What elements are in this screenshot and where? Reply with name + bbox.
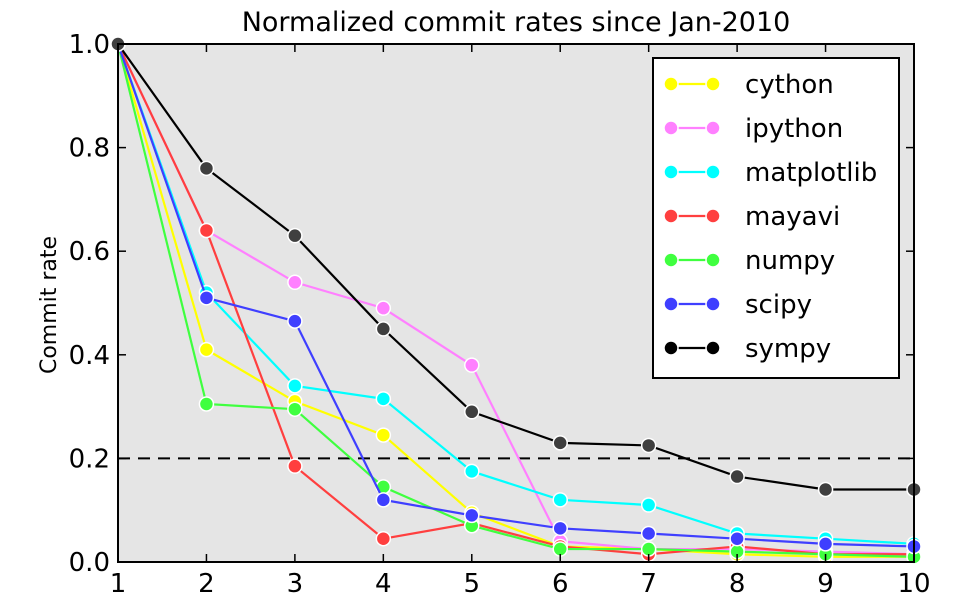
legend-label: cython [745, 70, 834, 100]
legend-label: sympy [745, 334, 831, 364]
legend-label: mayavi [745, 202, 840, 232]
legend-label: matplotlib [745, 158, 877, 188]
series-sympy [110, 36, 922, 498]
data-point-sympy-7 [640, 437, 657, 454]
series-line-scipy [116, 43, 915, 548]
data-point-mayavi-3 [287, 458, 303, 474]
legend-swatch-marker [705, 164, 721, 180]
data-point-numpy-6 [552, 541, 568, 557]
data-point-matplotlib-5 [464, 463, 480, 480]
data-point-numpy-3 [287, 401, 303, 417]
data-point-matplotlib-6 [552, 492, 568, 508]
y-tick-label: 0.6 [69, 237, 110, 267]
legend-swatch-marker [663, 208, 679, 224]
legend-label: numpy [745, 246, 835, 276]
legend-item-numpy: numpy [663, 246, 835, 276]
legend-item-scipy: scipy [663, 290, 812, 320]
y-tick-label: 0.8 [69, 134, 110, 164]
data-point-matplotlib-4 [375, 391, 392, 407]
data-point-ipython-5 [464, 357, 480, 373]
legend-swatch-marker [663, 76, 679, 92]
x-tick-label: 9 [817, 569, 834, 599]
legend-swatch-marker [705, 208, 721, 224]
data-point-scipy-6 [552, 520, 568, 537]
x-tick-label: 3 [287, 569, 304, 599]
legend-swatch-marker [705, 76, 721, 92]
legend-swatch-marker [663, 164, 679, 180]
legend-item-cython: cython [663, 70, 834, 100]
x-tick-label: 1 [110, 569, 127, 599]
data-point-scipy-7 [640, 525, 657, 542]
data-point-scipy-4 [375, 492, 392, 508]
x-tick-label: 5 [464, 569, 481, 599]
y-axis-label: Commit rate [37, 236, 62, 374]
x-tick-label: 10 [897, 569, 930, 599]
data-point-scipy-9 [817, 536, 834, 552]
data-point-mayavi-2 [198, 222, 215, 239]
data-point-matplotlib-3 [287, 378, 303, 394]
series-line-cython [116, 43, 914, 558]
y-tick-label: 0.2 [69, 444, 110, 474]
data-point-scipy-5 [464, 507, 480, 524]
series-line-sympy [117, 43, 914, 491]
legend-label: scipy [745, 290, 812, 320]
legend-box [652, 57, 900, 379]
legend-swatch-marker [663, 340, 679, 356]
data-point-cython-2 [198, 341, 215, 358]
data-point-cython-4 [375, 427, 392, 443]
legend-item-sympy: sympy [663, 334, 831, 364]
legend-swatch-marker [663, 120, 679, 136]
data-point-sympy-6 [552, 435, 568, 451]
series-layer [110, 36, 922, 565]
series-line-numpy [116, 43, 915, 558]
data-point-scipy-8 [729, 530, 745, 547]
x-tick-label: 6 [552, 569, 569, 599]
legend: cython ipython matplotlib mayavi numpy scipy s… [652, 57, 900, 379]
y-tick-label: 1.0 [69, 30, 110, 60]
data-point-sympy-5 [464, 404, 480, 420]
y-tick-label: 0.0 [69, 548, 110, 578]
data-point-sympy-8 [729, 468, 745, 485]
data-point-sympy-9 [817, 481, 834, 498]
data-point-sympy-3 [287, 227, 303, 244]
plot-frame [117, 43, 915, 563]
data-point-scipy-2 [198, 290, 215, 306]
legend-label: ipython [745, 114, 843, 144]
data-point-ipython-4 [375, 300, 392, 316]
x-tick-label: 2 [198, 569, 215, 599]
y-tick-label: 0.4 [69, 341, 110, 371]
data-point-numpy-2 [198, 396, 215, 412]
legend-swatch-marker [663, 252, 679, 268]
legend-swatch-marker [705, 252, 721, 268]
series-scipy [110, 36, 922, 555]
legend-swatch-marker [663, 296, 679, 312]
x-tick-label: 8 [729, 569, 746, 599]
legend-item-matplotlib: matplotlib [663, 158, 877, 188]
data-point-matplotlib-7 [640, 497, 657, 513]
x-tick-label: 4 [375, 569, 392, 599]
chart-title: Normalized commit rates since Jan-2010 [242, 7, 791, 38]
legend-item-mayavi: mayavi [663, 202, 840, 232]
legend-swatch-marker [705, 340, 721, 356]
data-point-scipy-3 [287, 313, 303, 329]
data-point-sympy-4 [375, 321, 392, 337]
legend-swatch-marker [705, 296, 721, 312]
data-point-numpy-7 [640, 541, 657, 557]
data-point-mayavi-4 [375, 530, 392, 547]
x-tick-label: 7 [640, 569, 657, 599]
data-point-ipython-3 [287, 274, 303, 291]
axis-layer: 1 2 3 4 5 6 7 8 9 10 0.0 0.2 0.4 0.6 0.8 1.0 [69, 30, 931, 599]
series-line-mayavi [117, 43, 914, 556]
series-line-matplotlib [116, 43, 915, 545]
data-point-sympy-2 [198, 160, 215, 177]
legend-item-ipython: ipython [663, 114, 843, 144]
legend-swatch-marker [705, 120, 721, 136]
